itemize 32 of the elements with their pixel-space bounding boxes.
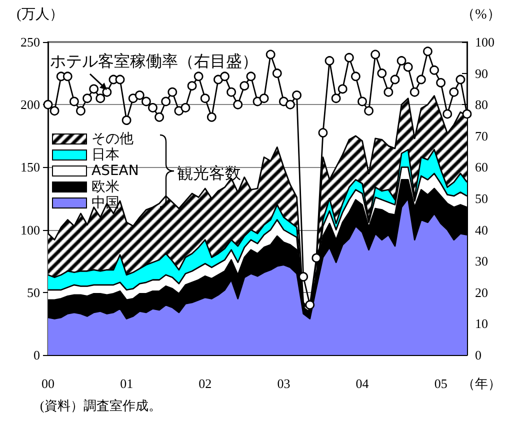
text: (資料）調査室作成。 — [40, 398, 162, 413]
x-tick-label: 05 — [434, 376, 448, 391]
y2-tick-label: 50 — [475, 191, 488, 206]
y2-tick-label: 10 — [475, 316, 488, 332]
y2-tick-label: 20 — [475, 284, 488, 300]
y2-tick-label: 100 — [475, 34, 494, 50]
y2-tick-label: 80 — [475, 97, 488, 112]
y-axis-title: (万人） — [16, 6, 64, 22]
y-tick-label: 0 — [34, 348, 40, 362]
legend-label: 日本 — [92, 147, 120, 163]
y2-tick-label: 30 — [475, 254, 488, 269]
y2-tick-label: 90 — [475, 66, 488, 81]
y-tick-label: 100 — [20, 222, 40, 238]
legend-label: その他 — [92, 131, 134, 147]
series-label: ホテル客室稼働率（右目盛） — [50, 52, 258, 70]
y2-tick-label: 40 — [475, 222, 488, 238]
y2-tick-label: 0 — [475, 348, 482, 362]
x-tick-label: 00 — [42, 376, 54, 391]
legend-label: ASEAN — [92, 163, 139, 179]
x-tick-label: 02 — [198, 376, 212, 391]
y-tick-label: 150 — [20, 160, 40, 175]
x-axis-title: （年） — [462, 376, 501, 391]
legend-label: 欧米 — [92, 179, 120, 195]
y-tick-label: 200 — [20, 97, 40, 112]
y-tick-label: 50 — [27, 284, 40, 300]
x-tick-label: 04 — [356, 376, 370, 391]
x-tick-label: 01 — [120, 376, 134, 391]
y2-axis-title: （%） — [461, 8, 501, 22]
y2-tick-label: 60 — [475, 160, 488, 175]
x-tick-label: 03 — [277, 376, 290, 391]
y-tick-label: 250 — [20, 34, 40, 50]
y2-tick-label: 70 — [475, 128, 488, 144]
